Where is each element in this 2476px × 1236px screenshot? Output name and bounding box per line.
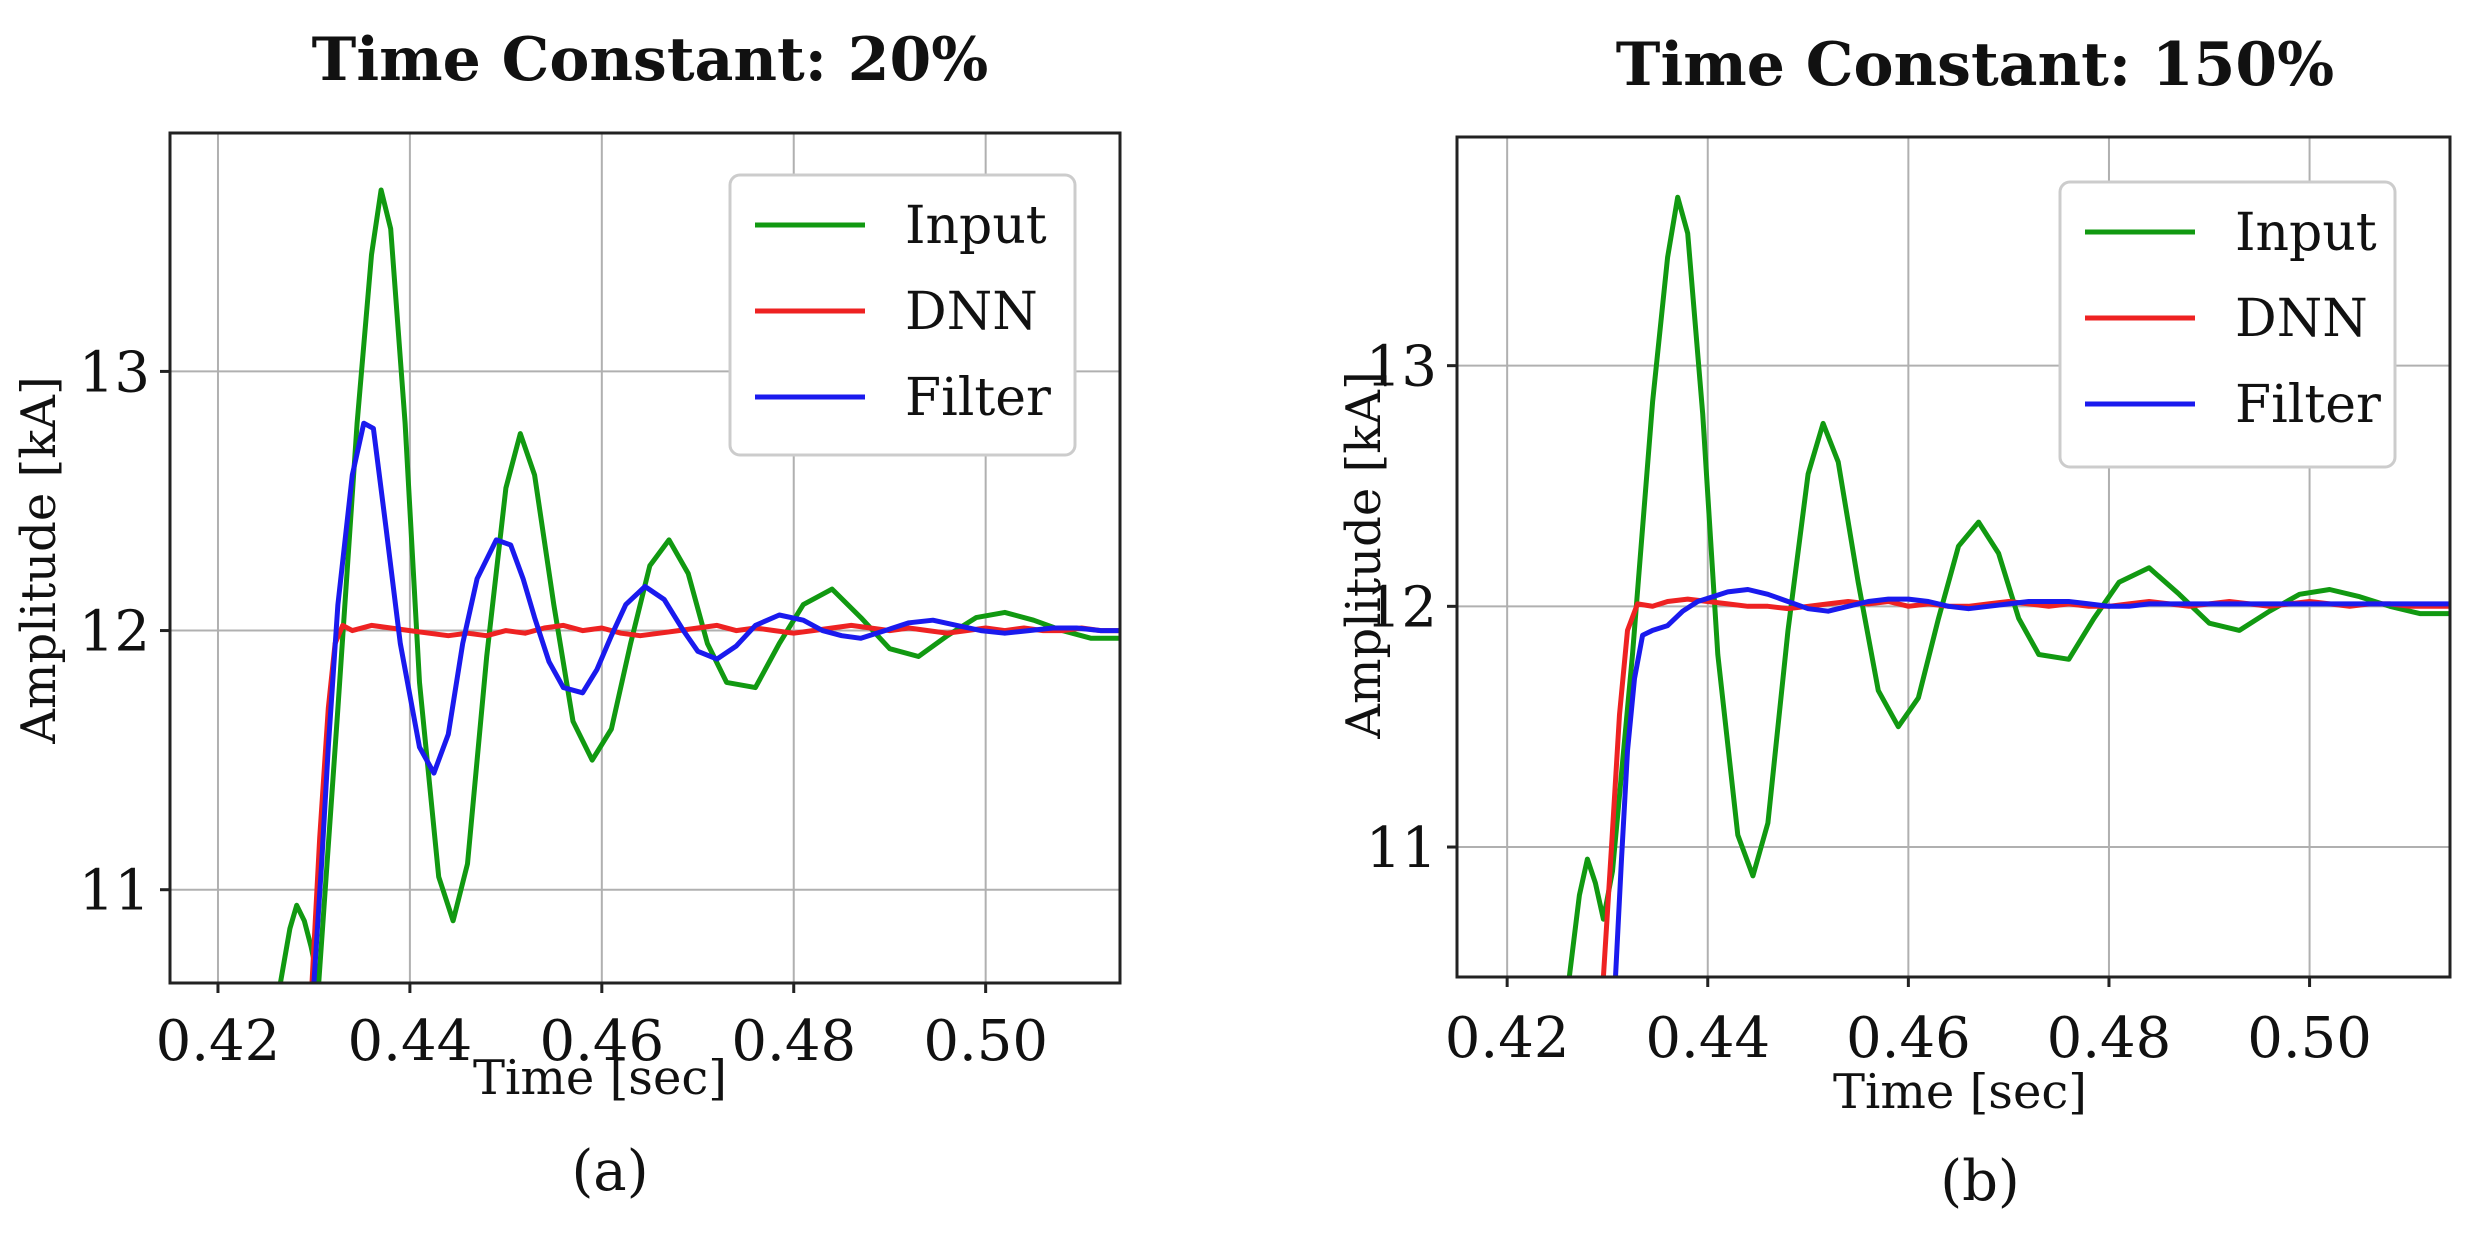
x-tick-label: 0.44 — [348, 1009, 473, 1074]
x-tick-label: 0.50 — [2247, 1006, 2372, 1071]
chart-title: Time Constant: 150% — [1616, 30, 2334, 100]
panel-caption: (b) — [1940, 1149, 2020, 1214]
x-tick-label: 0.46 — [1846, 1006, 1971, 1071]
x-tick-label: 0.42 — [156, 1009, 281, 1074]
legend-label: Input — [2235, 203, 2377, 263]
x-axis-label: Time [sec] — [1833, 1064, 2087, 1120]
x-axis-label: Time [sec] — [473, 1050, 727, 1106]
series-line-input — [277, 187, 1120, 983]
y-tick-label: 11 — [79, 859, 150, 924]
chart-title: Time Constant: 20% — [312, 25, 989, 95]
y-axis-label: Amplitude [kA] — [1336, 371, 1392, 739]
chart-panel-0: Time Constant: 20% 0.42 0.44 0.46 0.48 0.50 11… — [11, 25, 1122, 1204]
x-tick-label: 0.48 — [731, 1009, 856, 1074]
y-tick-label: 12 — [79, 600, 150, 665]
y-tick-label: 11 — [1366, 816, 1437, 881]
x-tick-label: 0.44 — [1645, 1006, 1770, 1071]
plot-frame — [1455, 135, 2452, 979]
legend-label: DNN — [2235, 289, 2368, 349]
y-tick-label: 12 — [1366, 575, 1437, 640]
legend-box — [728, 173, 1077, 457]
legend-label: Filter — [2235, 375, 2381, 435]
legend: Input DNN Filter — [2058, 180, 2397, 469]
plot-frame — [168, 131, 1122, 985]
x-tick-label: 0.42 — [1445, 1006, 1570, 1071]
y-tick-label: 13 — [1366, 335, 1437, 400]
legend-box — [2058, 180, 2397, 469]
chart-panel-1: Time Constant: 150% 0.42 0.44 0.46 0.48 0.50 1… — [1336, 30, 2452, 1214]
series-line-input — [1566, 194, 2450, 977]
x-tick-label: 0.46 — [539, 1009, 664, 1074]
panel-caption: (a) — [571, 1139, 648, 1204]
legend-label: Input — [905, 196, 1047, 256]
x-tick-label: 0.50 — [923, 1009, 1048, 1074]
legend: Input DNN Filter — [728, 173, 1077, 457]
y-tick-label: 13 — [79, 340, 150, 405]
x-tick-label: 0.48 — [2047, 1006, 2172, 1071]
legend-label: DNN — [905, 282, 1038, 342]
y-axis-label: Amplitude [kA] — [11, 376, 67, 744]
series-line-filter — [311, 420, 1120, 983]
legend-label: Filter — [905, 368, 1051, 428]
series-line-filter — [1613, 587, 2450, 977]
